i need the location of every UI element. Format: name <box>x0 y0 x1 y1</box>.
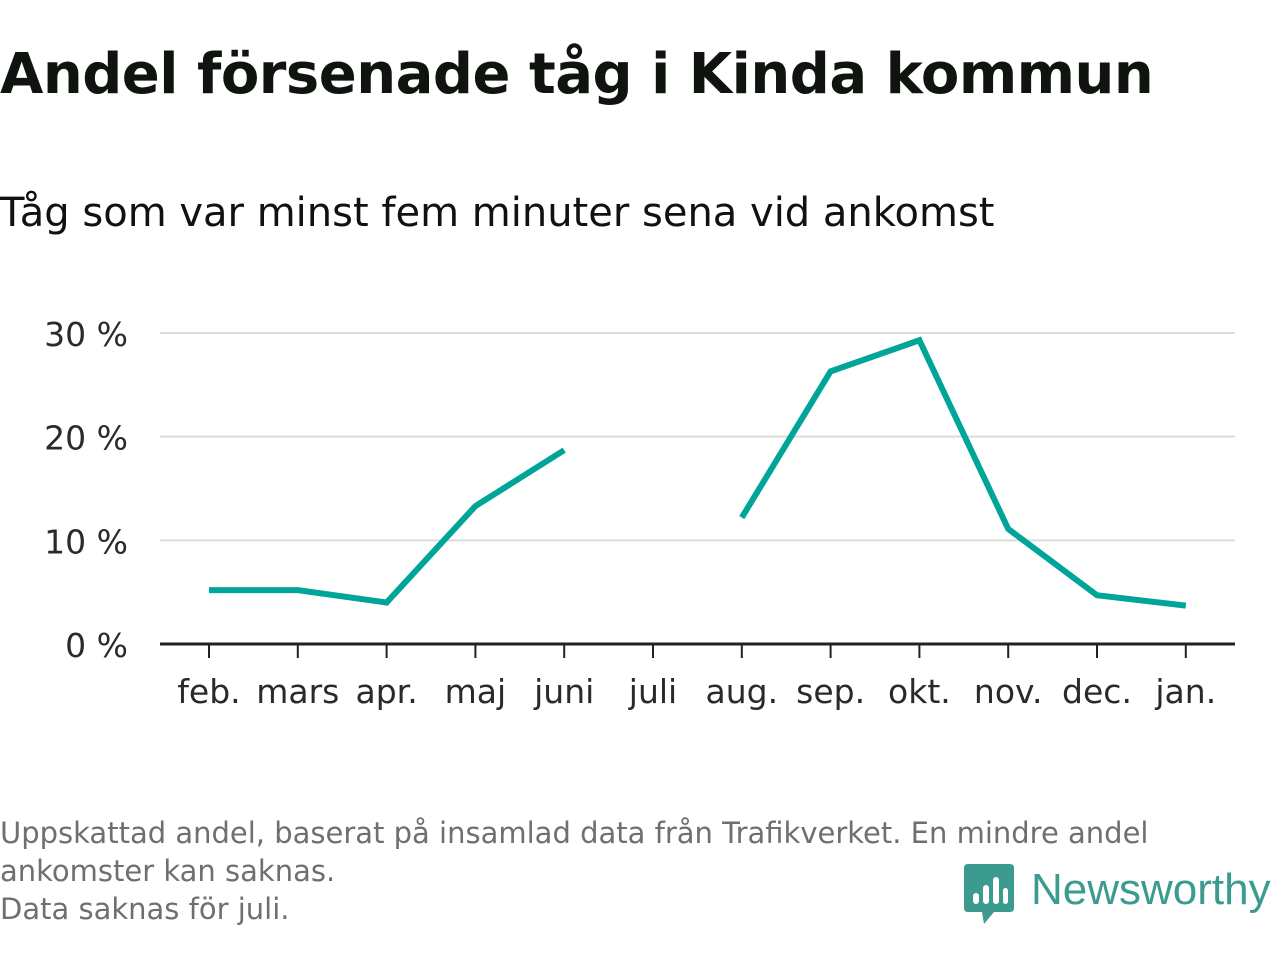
footnotes: Uppskattad andel, baserat på insamlad da… <box>0 814 1275 928</box>
x-tick-label: dec. <box>1062 672 1132 711</box>
y-tick-label: 10 % <box>44 522 128 561</box>
chart-title: Andel försenade tåg i Kinda kommun <box>0 42 1154 107</box>
x-tick-label: sep. <box>796 672 865 711</box>
x-tick-label: jan. <box>1154 672 1216 711</box>
footnote-line: ankomster kan saknas. <box>0 854 336 888</box>
footnote-line: Data saknas för juli. <box>0 892 290 926</box>
newsworthy-logo-icon <box>964 864 1014 924</box>
x-tick-label: nov. <box>974 672 1043 711</box>
y-tick-label: 0 % <box>65 626 128 665</box>
x-tick-label: juni <box>533 672 594 711</box>
x-tick-label: feb. <box>177 672 240 711</box>
x-tick-label: apr. <box>355 672 417 711</box>
footnote-line: Uppskattad andel, baserat på insamlad da… <box>0 816 1149 850</box>
chart-subtitle: Tåg som var minst fem minuter sena vid a… <box>0 190 995 236</box>
logo-text: Newsworthy <box>1031 865 1271 914</box>
x-tick-label: maj <box>445 672 507 711</box>
x-tick-label: juli <box>628 672 677 711</box>
series-line <box>209 447 566 606</box>
y-tick-label: 20 % <box>44 419 128 458</box>
series-line <box>739 336 1187 609</box>
x-tick-label: okt. <box>888 672 951 711</box>
x-tick-label: aug. <box>706 672 779 711</box>
y-tick-label: 30 % <box>44 315 128 354</box>
x-tick-label: mars <box>256 672 339 711</box>
newsworthy-logo[interactable]: Newsworthy <box>964 864 1271 926</box>
line-chart: 0 % 10 % 20 % 30 % feb. mars apr. maj juni juli au… <box>44 315 1235 711</box>
